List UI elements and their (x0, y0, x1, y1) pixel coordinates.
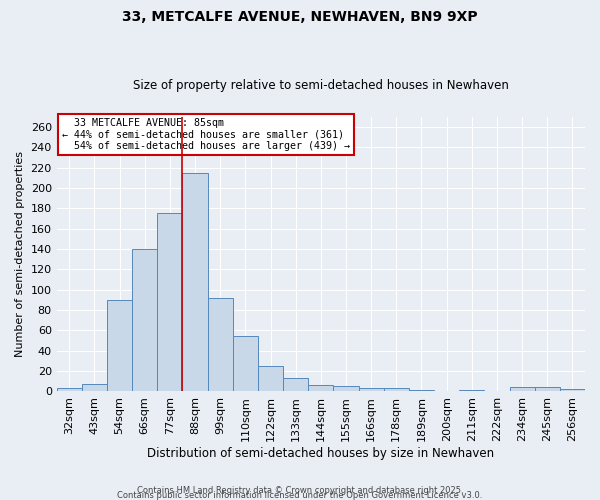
Bar (157, 214, 182, 392)
Bar (56, 388, 82, 392)
Bar (560, 390, 585, 392)
Bar (283, 378, 308, 392)
Bar (334, 386, 359, 392)
Bar (258, 366, 283, 392)
Bar (459, 390, 484, 392)
Bar (107, 300, 132, 392)
Text: 33, METCALFE AVENUE, NEWHAVEN, BN9 9XP: 33, METCALFE AVENUE, NEWHAVEN, BN9 9XP (122, 10, 478, 24)
Bar (82, 384, 107, 392)
X-axis label: Distribution of semi-detached houses by size in Newhaven: Distribution of semi-detached houses by … (147, 447, 494, 460)
Bar (509, 388, 535, 392)
Bar (308, 386, 334, 392)
Text: Contains public sector information licensed under the Open Government Licence v3: Contains public sector information licen… (118, 491, 482, 500)
Bar (359, 388, 384, 392)
Bar (182, 172, 208, 392)
Text: Contains HM Land Registry data © Crown copyright and database right 2025.: Contains HM Land Registry data © Crown c… (137, 486, 463, 495)
Bar (384, 388, 409, 392)
Bar (535, 388, 560, 392)
Bar (409, 390, 434, 392)
Bar (208, 298, 233, 392)
Text: 33 METCALFE AVENUE: 85sqm
← 44% of semi-detached houses are smaller (361)
  54% : 33 METCALFE AVENUE: 85sqm ← 44% of semi-… (62, 118, 350, 152)
Title: Size of property relative to semi-detached houses in Newhaven: Size of property relative to semi-detach… (133, 79, 509, 92)
Bar (132, 249, 157, 392)
Y-axis label: Number of semi-detached properties: Number of semi-detached properties (15, 151, 25, 357)
Bar (233, 336, 258, 392)
